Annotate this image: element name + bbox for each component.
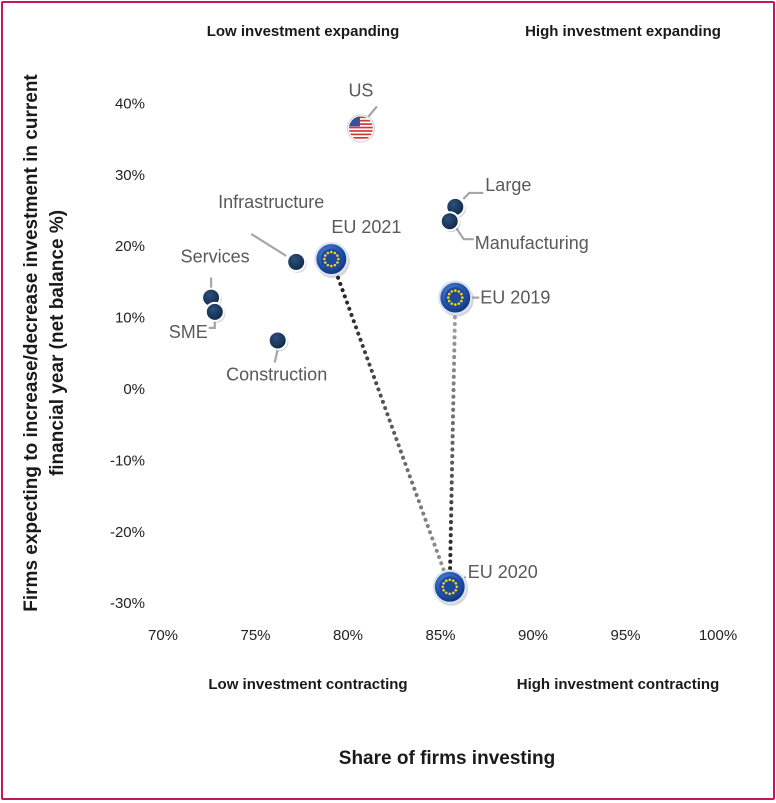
y-tick-label: 30% (115, 167, 145, 184)
point-labels: US Large Manufacturing Infrastructure EU 202… (169, 80, 589, 581)
point-eu-2020 (432, 569, 469, 606)
y-tick-label: -20% (110, 524, 145, 541)
label-construction: Construction (226, 364, 327, 384)
trajectory-paths (329, 257, 458, 589)
label-eu-2020: EU 2020 (468, 562, 538, 582)
x-tick-label: 75% (240, 627, 270, 644)
scatter-chart: Low investment expanding High investment… (21, 23, 737, 769)
x-tick-label: 95% (610, 627, 640, 644)
label-sme: SME (169, 322, 208, 342)
data-points (201, 114, 474, 606)
label-us: US (348, 80, 373, 100)
leader-sme (208, 319, 216, 329)
leader-large (462, 191, 484, 200)
label-eu-2021: EU 2021 (331, 217, 401, 237)
y-tick-label: 0% (123, 381, 145, 398)
point-manufacturing (439, 211, 461, 233)
point-construction (267, 330, 289, 352)
quadrant-label-bottom-right: High investment contracting (517, 676, 720, 693)
label-infrastructure: Infrastructure (218, 192, 324, 212)
x-tick-label: 90% (518, 627, 548, 644)
y-tick-label: -10% (110, 452, 145, 469)
label-manufacturing: Manufacturing (475, 233, 589, 253)
label-large: Large (485, 175, 531, 195)
leader-infrastructure (250, 232, 287, 257)
y-tick-label: 20% (115, 238, 145, 255)
y-tick-label: 40% (115, 95, 145, 112)
x-tick-label: 85% (425, 627, 455, 644)
label-eu-2019: EU 2019 (480, 288, 550, 308)
point-eu-2021 (314, 241, 350, 279)
point-us (346, 114, 375, 143)
point-sme (204, 301, 226, 323)
y-tick-label: 10% (115, 310, 145, 327)
point-eu-2019 (438, 280, 474, 317)
quadrant-label-bottom-left: Low investment contracting (208, 676, 407, 693)
x-tick-label: 70% (148, 627, 178, 644)
y-axis-title-line1: Firms expecting to increase/decrease inv… (21, 74, 42, 612)
label-services: Services (181, 247, 250, 267)
x-axis-ticks: 70% 75% 80% 85% 90% 95% 100% (148, 627, 737, 644)
quadrant-label-top-left: Low investment expanding (207, 23, 400, 40)
leader-construction (273, 349, 279, 363)
point-infrastructure (286, 251, 307, 273)
leader-manufacturing (454, 226, 474, 241)
leader-us (366, 105, 378, 120)
quadrant-label-top-right: High investment expanding (525, 23, 721, 40)
x-tick-label: 100% (699, 627, 737, 644)
y-axis-title-line2: financial year (net balance %) (47, 210, 68, 476)
x-axis-title: Share of firms investing (339, 748, 555, 769)
path-eu-2021-to-eu-2020 (329, 257, 452, 589)
y-axis-ticks: 40% 30% 20% 10% 0% -10% -20% -30% (110, 95, 145, 612)
label-leaders (208, 105, 484, 583)
path-eu-2019-to-eu-2020 (447, 295, 458, 589)
y-tick-label: -30% (110, 595, 145, 612)
x-tick-label: 80% (333, 627, 363, 644)
